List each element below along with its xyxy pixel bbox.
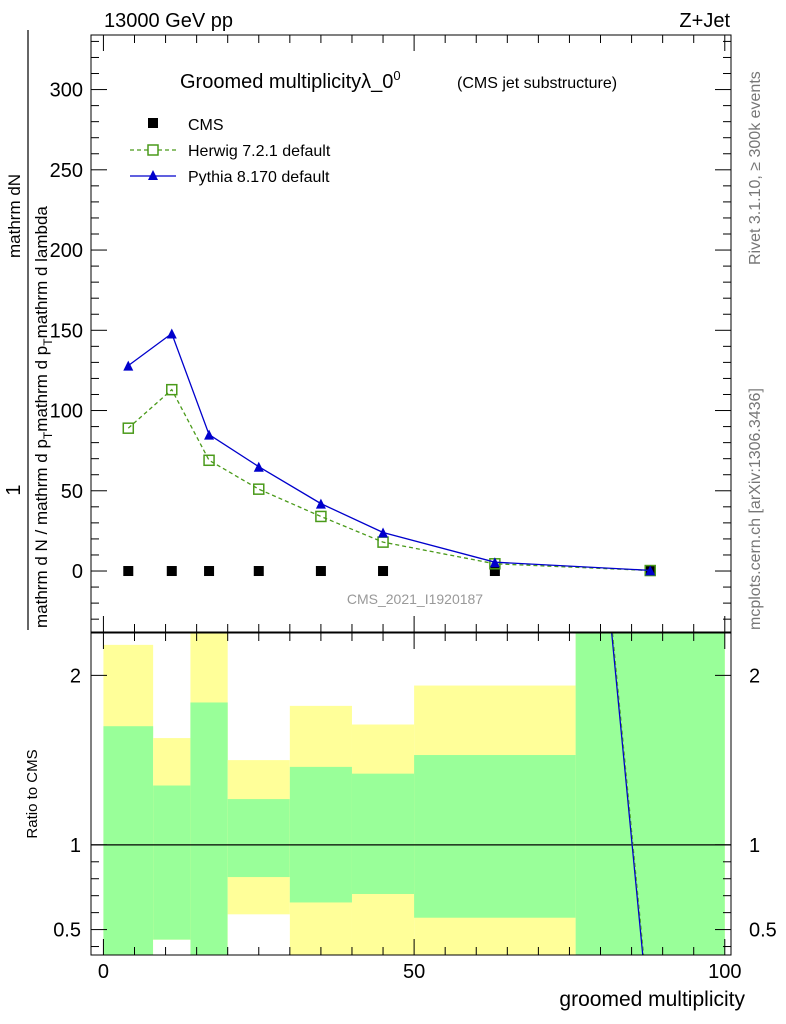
ratio-y-tick-label-right: 2 [749, 665, 760, 687]
legend-herwig-marker [147, 144, 159, 156]
cms-data-point [123, 566, 134, 577]
ratio-panel: 0.5 0.5 1 1 2 2 0 50 100 Ratio to CMS groomed m… [24, 632, 777, 1011]
ratio-green-band [351, 773, 415, 894]
cms-data-point [315, 566, 326, 577]
pythia-data-point [123, 360, 134, 371]
ylabel-denominator: mathrm d N / mathrm d pTmathrm d pTmathr… [32, 206, 55, 628]
legend-pythia-label: Pythia 8.170 default [188, 169, 330, 186]
chart-title-sup: 0 [393, 68, 400, 83]
pythia-data-point [253, 461, 264, 472]
main-y-tick-labels: 0 50 100 150 200 250 300 [50, 80, 83, 583]
main-y-tick-label: 0 [72, 561, 83, 583]
pythia-data-point [489, 557, 500, 568]
ratio-x-tick-label: 100 [708, 961, 741, 983]
ratio-y-tick-labels: 0.5 0.5 1 1 2 2 [53, 665, 777, 941]
x-axis-label: groomed multiplicity [559, 988, 745, 1011]
main-y-tick-label: 200 [50, 240, 83, 262]
legend: CMS Herwig 7.2.1 default Pythia 8.170 de… [130, 117, 331, 186]
pythia-data-point [378, 527, 389, 538]
ratio-y-label: Ratio to CMS [24, 749, 41, 838]
header-process: Z+Jet [679, 10, 730, 32]
main-y-tick-label: 250 [50, 160, 83, 182]
main-panel: 0 50 100 150 200 250 300 Groomed multiplicityλ… [50, 34, 732, 633]
main-series [122, 328, 656, 577]
main-y-tick-label: 100 [50, 401, 83, 423]
ylabel-numerator-1: 1 [3, 484, 25, 495]
ratio-y-tick-label-left: 1 [70, 835, 81, 857]
ylabel-den-sub-2: T [41, 338, 55, 346]
legend-pythia: Pythia 8.170 default [130, 169, 330, 186]
legend-cms: CMS [148, 117, 224, 134]
cms-data-point [378, 566, 389, 577]
herwig-data-point [203, 454, 215, 467]
cms-data-point [204, 566, 215, 577]
ratio-green-band [575, 633, 725, 955]
legend-cms-label: CMS [188, 117, 224, 134]
header-energy: 13000 GeV pp [104, 10, 233, 32]
ratio-bands [103, 633, 725, 955]
ylabel-den-part-2: mathrm d p [32, 346, 51, 432]
ylabel-den-part-1: mathrm d N / mathrm d p [32, 439, 51, 628]
pythia-data-point [315, 498, 326, 509]
pythia-data-point [204, 429, 215, 440]
ratio-green-band [414, 755, 576, 918]
ratio-green-band [153, 785, 191, 940]
herwig-data-point [315, 510, 327, 523]
herwig-data-point [122, 422, 135, 434]
ratio-frame [90, 632, 732, 956]
ratio-x-tick-labels: 0 50 100 [98, 961, 742, 983]
herwig-data-point [166, 383, 178, 396]
pythia-ratio-line [611, 633, 644, 955]
ratio-ticks [91, 633, 731, 955]
ratio-x-tick-label: 0 [98, 961, 109, 983]
main-y-tick-label: 50 [61, 481, 83, 503]
main-y-tick-label: 150 [50, 320, 83, 342]
ylabel-den-sub-1: T [41, 431, 55, 439]
ylabel-numerator-2: mathrm dN [5, 174, 24, 258]
main-y-axis-label: 1 mathrm dN mathrm d N / mathrm d pTmath… [3, 30, 55, 630]
ratio-green-band [227, 799, 290, 878]
legend-herwig: Herwig 7.2.1 default [130, 143, 331, 160]
ratio-green-band [103, 726, 154, 955]
pythia-data-point [645, 565, 656, 576]
main-ticks [91, 35, 731, 632]
chart-subtitle: (CMS jet substructure) [457, 75, 617, 92]
ratio-y-tick-label-left: 0.5 [53, 920, 81, 942]
main-y-tick-label: 300 [50, 80, 83, 102]
chart-title-main: Groomed multiplicityλ_0 [180, 71, 393, 93]
ratio-green-band [190, 702, 228, 955]
ratio-y-tick-label-right: 0.5 [749, 920, 777, 942]
cms-data-point [489, 566, 500, 577]
ylabel-den-part-3: mathrm d lambda [32, 206, 51, 339]
legend-pythia-marker [148, 170, 158, 180]
cms-data-point [166, 566, 177, 577]
ratio-y-tick-label-right: 1 [749, 835, 760, 857]
legend-cms-marker [148, 118, 158, 128]
chart-title: Groomed multiplicityλ_00 [180, 68, 401, 93]
legend-herwig-label: Herwig 7.2.1 default [188, 143, 331, 160]
ratio-lines [91, 633, 731, 955]
pythia-data-point [166, 328, 177, 339]
ratio-x-tick-label: 50 [403, 961, 425, 983]
herwig-data-point [253, 483, 265, 495]
series-line-triangle [127, 332, 651, 572]
ratio-white-gap [153, 939, 191, 955]
herwig-ratio-line [612, 633, 645, 955]
cms-data-point [253, 566, 264, 577]
rivet-label: Rivet 3.1.10, ≥ 300k events [747, 71, 764, 265]
ratio-green-band [289, 766, 352, 903]
ratio-y-tick-label-left: 2 [70, 665, 81, 687]
main-frame [90, 34, 732, 633]
series-line-open-square [127, 388, 651, 572]
mcplots-label: mcplots.cern.ch [arXiv:1306.3436] [747, 388, 764, 630]
watermark: CMS_2021_I1920187 [347, 591, 483, 607]
